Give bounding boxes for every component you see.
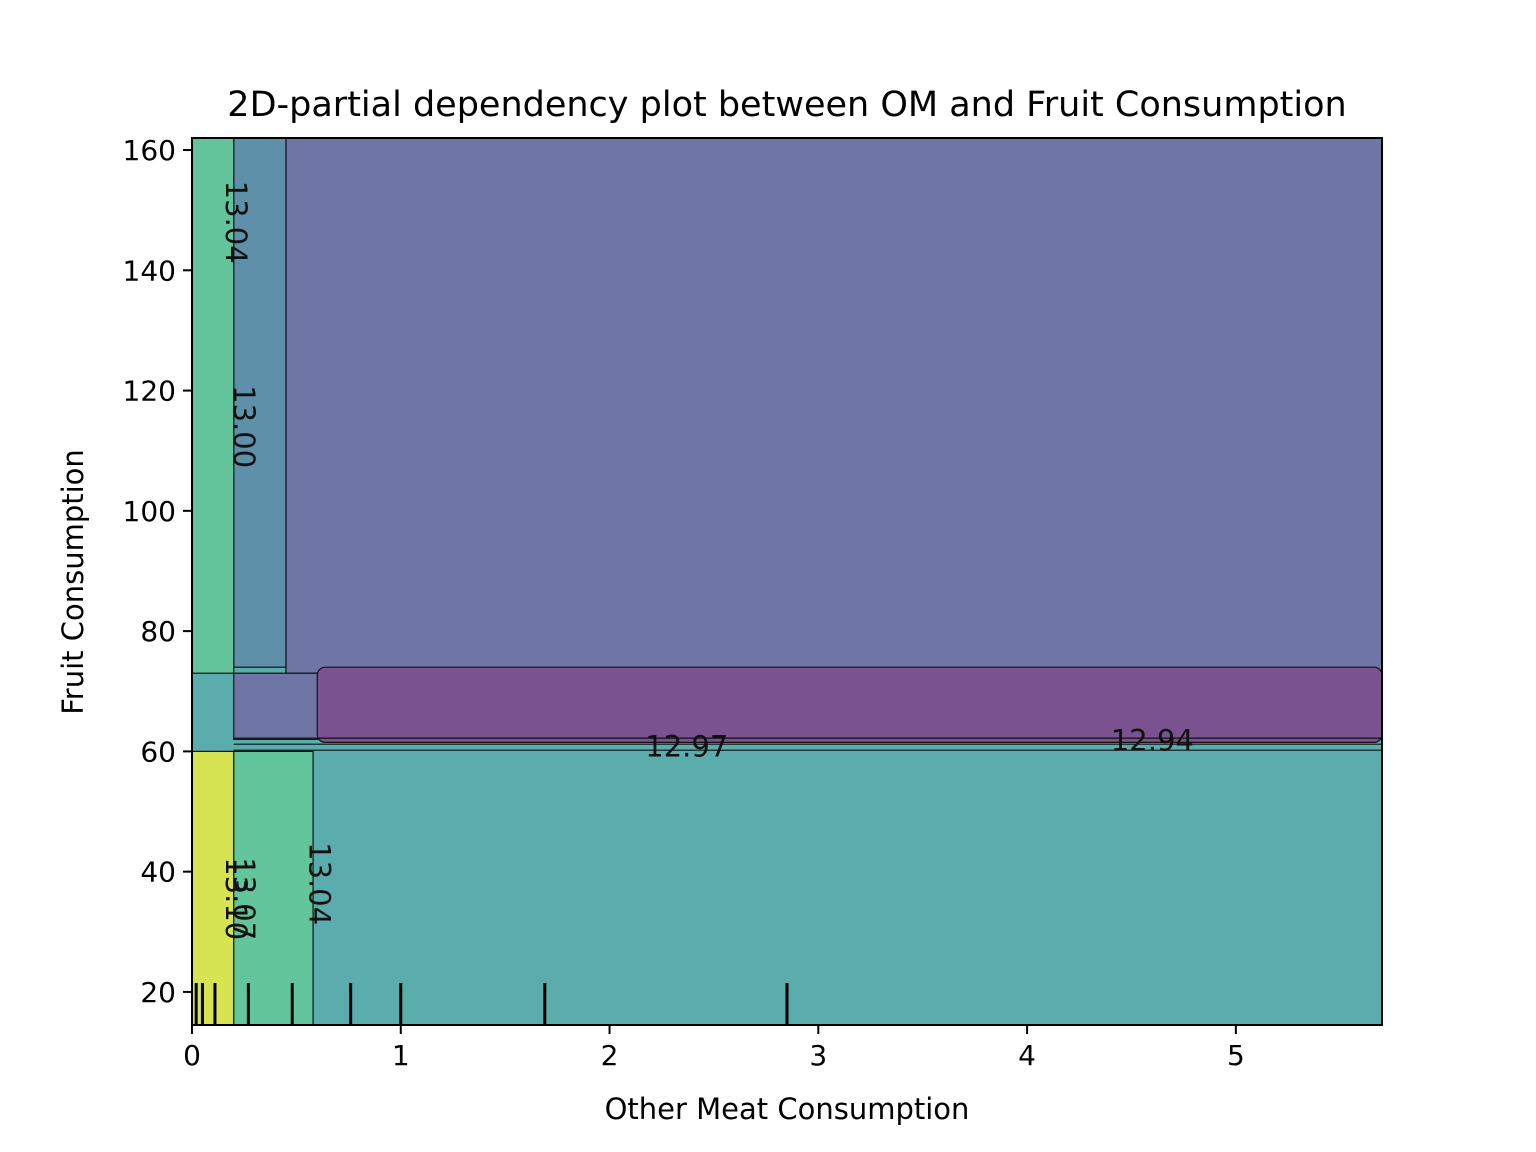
y-axis: 20 40 60 80 100 120 140 160 xyxy=(123,134,192,1009)
y-tick-label: 140 xyxy=(123,254,176,287)
x-axis-label: Other Meat Consumption xyxy=(605,1092,970,1126)
contour-region-middle-low xyxy=(316,666,1383,743)
contour-label: 13.00 xyxy=(227,385,261,468)
y-tick-label: 60 xyxy=(140,735,176,768)
x-tick-label: 3 xyxy=(809,1039,827,1072)
contour-region-upper-left-band xyxy=(233,137,287,668)
y-tick-label: 100 xyxy=(123,495,176,528)
x-tick-label: 2 xyxy=(601,1039,619,1072)
x-tick-label: 1 xyxy=(392,1039,410,1072)
contour-label: 12.94 xyxy=(1111,723,1194,757)
y-tick-label: 80 xyxy=(140,615,176,648)
x-axis: 0 1 2 3 4 5 xyxy=(183,1025,1245,1072)
y-tick-label: 20 xyxy=(140,976,176,1009)
x-tick-label: 4 xyxy=(1018,1039,1036,1072)
contour-label: 13.10 xyxy=(219,857,253,940)
plot-frame xyxy=(191,137,1383,1026)
contour-label: 13.04 xyxy=(219,181,253,264)
contour-label: 13.07 xyxy=(227,857,261,940)
contour-label: 12.97 xyxy=(645,729,728,763)
y-tick-label: 160 xyxy=(123,134,176,167)
y-axis-label: Fruit Consumption xyxy=(56,449,90,715)
x-tick-label: 0 xyxy=(183,1039,201,1072)
chart-title: 2D-partial dependency plot between OM an… xyxy=(227,85,1346,125)
x-tick-label: 5 xyxy=(1227,1039,1245,1072)
contour-region-upper-main xyxy=(285,137,1383,674)
y-tick-label: 120 xyxy=(123,375,176,408)
y-tick-label: 40 xyxy=(140,856,176,889)
contour-label: 13.04 xyxy=(302,842,336,925)
